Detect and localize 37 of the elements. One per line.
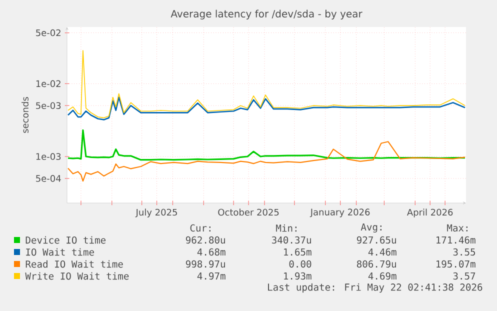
text: 340.37u xyxy=(272,236,311,244)
legend-label: Device IO time xyxy=(26,236,106,244)
y-axis-title: seconds xyxy=(22,97,29,133)
text: 927.65u xyxy=(356,236,396,244)
text: 806.79u xyxy=(356,260,396,268)
y-tick-label: 5e-04 xyxy=(36,175,61,182)
text: 4.97m xyxy=(197,272,226,280)
text: 4.68m xyxy=(197,248,226,256)
text: 4.46m xyxy=(368,248,396,256)
x-tick-label: July 2025 xyxy=(135,208,177,218)
y-tick-label: 1e-02 xyxy=(36,80,60,88)
y-tick-label: 1e-03 xyxy=(36,153,61,160)
text: Avg: xyxy=(360,223,382,233)
text: 0.00 xyxy=(289,260,312,268)
text: 1.93m xyxy=(284,272,312,280)
legend-label: Write IO Wait time xyxy=(25,272,129,280)
text: 4.69m xyxy=(368,272,396,280)
text: Last update: Fri May 22 02:41:38 2026 xyxy=(268,283,482,293)
line-series xyxy=(68,50,466,118)
text: 998.97u xyxy=(186,260,225,268)
chart-title: Average latency for /dev/sda - by year xyxy=(170,10,362,20)
x-tick-label: October 2025 xyxy=(218,208,279,216)
text: 962.80u xyxy=(186,236,225,244)
x-tick-label: January 2026 xyxy=(310,208,370,218)
text: 1.65m xyxy=(284,248,312,256)
legend-label: Read IO Wait time xyxy=(26,260,123,268)
legend-label: IO Wait time xyxy=(26,248,94,256)
text: 3.55 xyxy=(453,248,476,256)
text: Max: xyxy=(447,224,468,232)
y-tick-label: 5e-03 xyxy=(36,102,61,110)
text: 171.46m xyxy=(436,236,476,244)
text: Min: xyxy=(276,224,296,232)
y-tick-label: 5e-02 xyxy=(36,29,60,36)
x-tick-label: April 2026 xyxy=(406,208,453,218)
text: Cur: xyxy=(190,224,210,232)
text: 195.07m xyxy=(436,260,476,268)
text: 3.57 xyxy=(453,272,476,280)
